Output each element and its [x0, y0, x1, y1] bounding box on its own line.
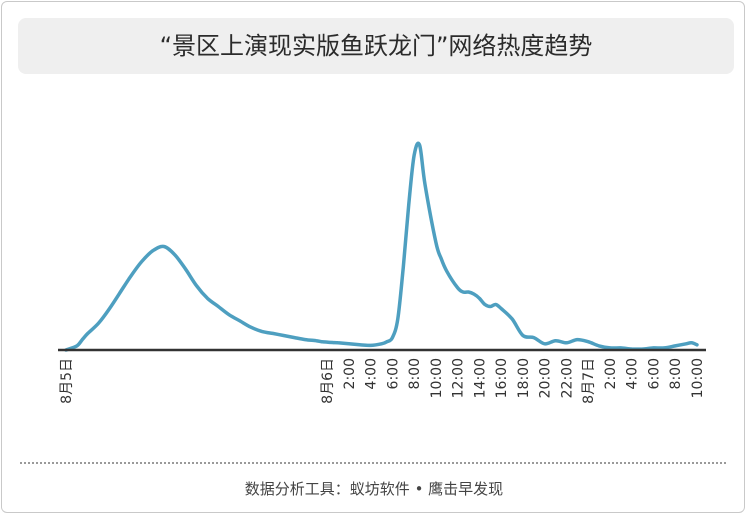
title-bar: “景区上演现实版鱼跃龙门”网络热度趋势: [18, 18, 734, 74]
footer-divider: [20, 462, 726, 464]
x-tick-label: 2:00: [342, 358, 358, 389]
x-tick-label: 6:00: [385, 358, 401, 389]
x-tick-label: 10:00: [690, 358, 706, 398]
x-tick-label: 8月5日: [59, 358, 75, 404]
x-tick-label: 20:00: [538, 358, 554, 398]
x-tick-label: 4:00: [364, 358, 380, 389]
x-tick-label: 8月6日: [320, 358, 336, 404]
x-tick-label: 16:00: [494, 358, 510, 398]
x-tick-label: 2:00: [603, 358, 619, 389]
x-tick-label: 8:00: [668, 358, 684, 389]
footer-credit: 数据分析工具：蚁坊软件 • 鹰击早发现: [244, 480, 504, 498]
x-tick-label: 8月7日: [581, 358, 597, 404]
x-tick-label: 14:00: [472, 358, 488, 398]
x-tick-label: 8:00: [407, 358, 423, 389]
x-tick-label: 12:00: [451, 358, 467, 398]
chart-title: “景区上演现实版鱼跃龙门”网络热度趋势: [159, 32, 593, 60]
x-tick-label: 18:00: [516, 358, 532, 398]
x-tick-label: 6:00: [647, 358, 663, 389]
x-tick-label: 22:00: [559, 358, 575, 398]
x-tick-label: 4:00: [625, 358, 641, 389]
x-tick-label: 10:00: [429, 358, 445, 398]
series-line-0: [64, 141, 699, 352]
